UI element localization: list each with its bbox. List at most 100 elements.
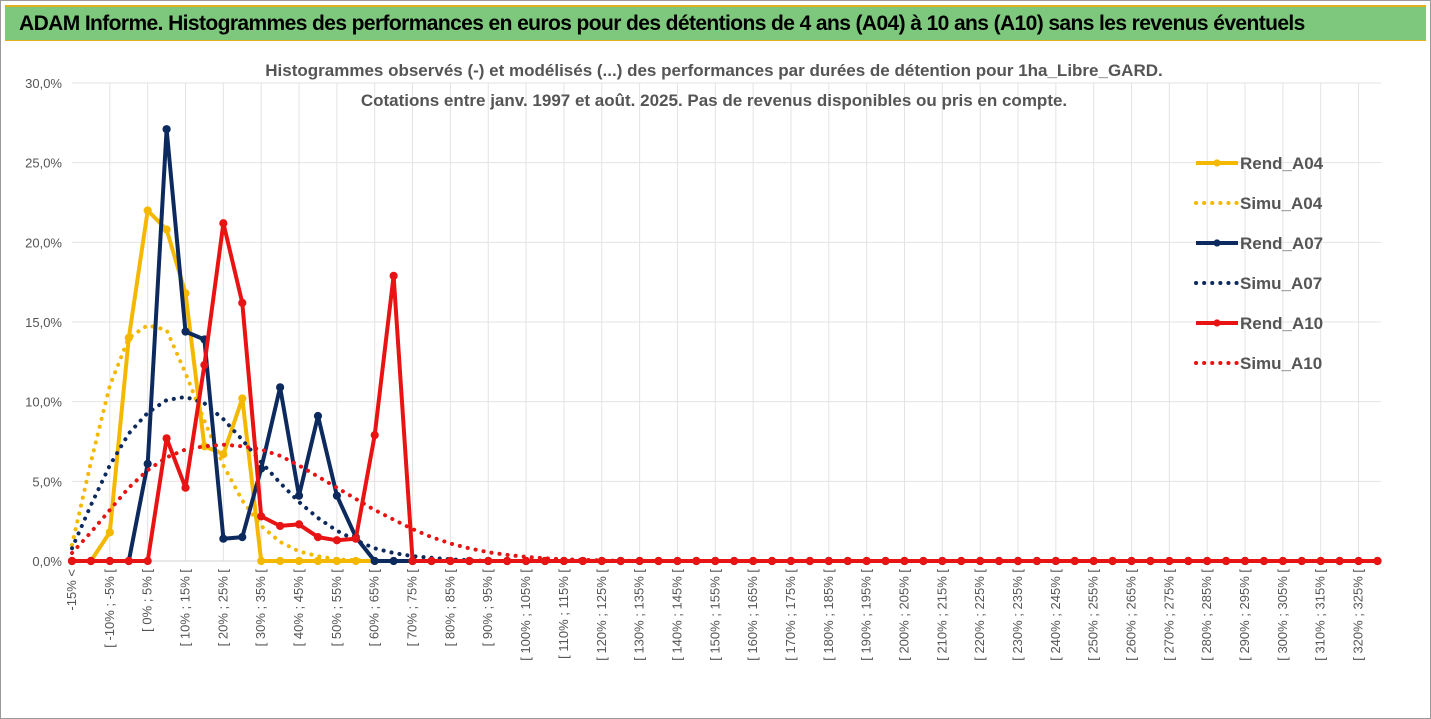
data-point xyxy=(408,556,417,566)
x-tick-label: [ 130% ; 135% [ xyxy=(632,569,647,661)
data-point xyxy=(276,521,285,531)
data-point xyxy=(332,491,341,500)
y-tick-label: 25,0% xyxy=(25,156,62,171)
x-tick-label: [ 300% ; 305% [ xyxy=(1275,569,1290,661)
gridlines xyxy=(72,82,1381,561)
x-tick-label: [ -10% ; -5% [ xyxy=(102,569,117,648)
x-tick-label: [ 280% ; 285% [ xyxy=(1199,569,1214,661)
y-tick-label: 20,0% xyxy=(25,235,62,250)
data-point xyxy=(427,556,436,566)
x-tick-label: [ 270% ; 275% [ xyxy=(1161,569,1176,661)
data-point xyxy=(238,394,247,403)
data-point xyxy=(370,556,379,566)
x-tick-label: [ 140% ; 145% [ xyxy=(669,569,684,661)
data-point xyxy=(124,556,133,566)
legend-item: Rend_A07 xyxy=(1196,234,1323,253)
x-tick-label: [ 180% ; 185% [ xyxy=(821,569,836,661)
legend-item: Simu_A04 xyxy=(1194,194,1323,213)
x-tick-label: [ 230% ; 235% [ xyxy=(1010,569,1025,661)
data-point xyxy=(294,556,304,566)
x-tick-label: [ 200% ; 205% [ xyxy=(896,569,911,661)
data-point xyxy=(162,434,171,443)
data-point xyxy=(219,534,228,543)
legend-marker xyxy=(1213,239,1221,247)
data-point xyxy=(143,556,152,566)
data-point xyxy=(276,556,285,566)
x-tick-label: [ 320% ; 325% [ xyxy=(1351,569,1366,661)
x-tick-label: [ 90% ; 95% [ xyxy=(480,569,495,647)
x-tick-label: [ 120% ; 125% [ xyxy=(594,569,609,661)
data-point xyxy=(294,491,304,500)
x-tick-label: [ 170% ; 175% [ xyxy=(783,569,798,661)
x-axis-ticks: -15% < [ -10% ; -5% [[ 0% ; 5% [[ 10% ; 1… xyxy=(64,569,1366,661)
y-tick-label: 5,0% xyxy=(32,474,62,489)
x-tick-label: [ 30% ; 35% [ xyxy=(253,569,268,647)
legend-label: Simu_A07 xyxy=(1240,274,1322,293)
series-Simu_A07 xyxy=(70,394,1380,563)
data-point xyxy=(389,556,398,566)
data-point xyxy=(332,536,341,545)
x-tick-label: [ 110% ; 115% [ xyxy=(556,569,571,659)
x-tick-label: [ 150% ; 155% [ xyxy=(707,569,722,661)
data-point xyxy=(313,411,323,421)
legend-item: Rend_A04 xyxy=(1196,154,1324,173)
x-tick-label: [ 40% ; 45% [ xyxy=(291,569,306,647)
x-tick-label: [ 240% ; 245% [ xyxy=(1048,569,1063,661)
data-point xyxy=(257,556,266,566)
legend-marker xyxy=(1213,319,1221,327)
x-tick-label: [ 50% ; 55% [ xyxy=(329,569,344,647)
series-Rend_A04 xyxy=(67,206,1382,566)
legend-label: Rend_A07 xyxy=(1240,234,1323,253)
report-banner: ADAM Informe. Histogrammes des performan… xyxy=(5,5,1426,41)
series-layer xyxy=(67,125,1382,566)
series-line xyxy=(72,221,1378,563)
legend-marker xyxy=(1213,159,1221,167)
x-tick-label: [ 220% ; 225% [ xyxy=(972,569,987,661)
legend-label: Rend_A10 xyxy=(1240,314,1323,333)
chart-subtitle: Cotations entre janv. 1997 et août. 2025… xyxy=(361,91,1067,110)
legend-label: Rend_A04 xyxy=(1240,154,1324,173)
x-tick-label: [ 80% ; 85% [ xyxy=(442,569,457,647)
x-tick-label: [ 160% ; 165% [ xyxy=(745,569,760,661)
legend-item: Simu_A07 xyxy=(1194,274,1322,293)
legend-item: Simu_A10 xyxy=(1194,354,1322,373)
data-point xyxy=(219,450,228,459)
x-tick-label: [ 260% ; 265% [ xyxy=(1124,569,1139,661)
data-point xyxy=(276,383,285,392)
series-Rend_A07 xyxy=(67,125,1382,566)
data-point xyxy=(351,534,360,543)
x-tick-label: [ 290% ; 295% [ xyxy=(1237,569,1252,661)
x-tick-label: [ 20% ; 25% [ xyxy=(215,569,230,647)
data-point xyxy=(86,556,96,566)
series-line xyxy=(70,442,1380,563)
x-tick-label: [ 310% ; 315% [ xyxy=(1313,569,1328,661)
data-point xyxy=(465,556,474,566)
y-tick-label: 10,0% xyxy=(25,395,62,410)
data-point xyxy=(521,556,531,566)
report-title: ADAM Informe. Histogrammes des performan… xyxy=(19,12,1305,35)
data-point xyxy=(238,533,247,542)
legend: Rend_A04 Simu_A04 Rend_A07 Simu_A07 Rend_A10… xyxy=(1194,154,1324,373)
y-axis-ticks: 0,0% 5,0% 10,0% 15,0% 20,0% 25,0% 30,0% xyxy=(25,76,62,569)
data-point xyxy=(484,556,493,566)
x-tick-label: [ 210% ; 215% [ xyxy=(934,569,949,661)
x-tick-label: [ 250% ; 255% [ xyxy=(1086,569,1101,661)
data-point xyxy=(162,125,171,134)
y-tick-label: 30,0% xyxy=(25,76,62,91)
data-point xyxy=(143,459,152,468)
series-line xyxy=(72,127,1378,563)
data-point xyxy=(313,556,323,566)
data-point xyxy=(238,298,247,307)
series-line xyxy=(70,394,1380,563)
x-tick-label: [ 0% ; 5% [ xyxy=(140,569,155,632)
data-point xyxy=(143,206,152,215)
data-point xyxy=(67,556,77,566)
x-tick-label: [ 60% ; 65% [ xyxy=(367,569,382,647)
data-point xyxy=(181,483,190,492)
x-tick-label: [ 190% ; 195% [ xyxy=(859,569,874,661)
x-tick-label: [ 100% ; 105% [ xyxy=(518,569,533,661)
y-tick-label: 15,0% xyxy=(25,315,62,330)
data-point xyxy=(105,556,114,566)
x-tick-label: -15% < xyxy=(64,569,79,611)
data-point xyxy=(181,327,190,336)
